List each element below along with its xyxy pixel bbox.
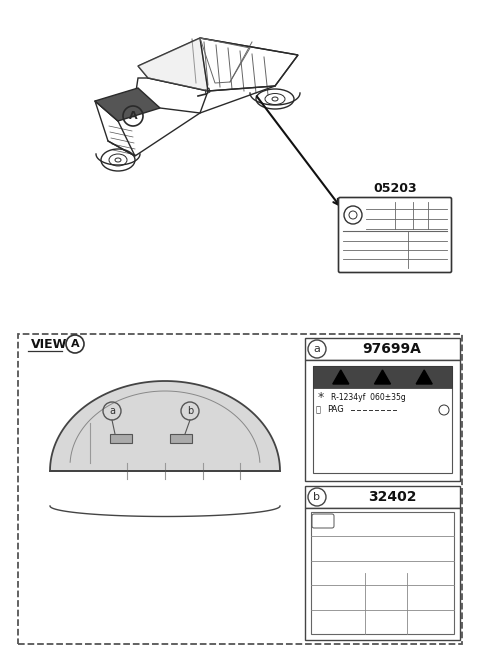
FancyBboxPatch shape: [110, 434, 132, 443]
Text: 32402: 32402: [368, 490, 416, 504]
Text: 97699A: 97699A: [362, 342, 421, 356]
Text: A: A: [129, 111, 137, 121]
FancyBboxPatch shape: [312, 514, 334, 528]
Polygon shape: [333, 370, 349, 384]
Text: a: a: [313, 344, 321, 354]
Text: a: a: [109, 406, 115, 416]
FancyBboxPatch shape: [18, 334, 462, 644]
Text: A: A: [71, 339, 79, 349]
FancyBboxPatch shape: [305, 338, 460, 360]
Text: VIEW: VIEW: [31, 337, 67, 350]
FancyBboxPatch shape: [313, 366, 452, 473]
FancyBboxPatch shape: [311, 512, 454, 634]
Text: ⛏: ⛏: [315, 405, 321, 415]
FancyBboxPatch shape: [305, 508, 460, 640]
Polygon shape: [50, 381, 280, 471]
Text: PAG: PAG: [327, 405, 344, 415]
Polygon shape: [374, 370, 391, 384]
FancyBboxPatch shape: [170, 434, 192, 443]
FancyBboxPatch shape: [313, 366, 452, 388]
Text: *: *: [318, 392, 324, 405]
Polygon shape: [138, 38, 208, 91]
Polygon shape: [416, 370, 432, 384]
FancyBboxPatch shape: [305, 486, 460, 508]
FancyBboxPatch shape: [338, 197, 452, 272]
FancyBboxPatch shape: [305, 360, 460, 481]
Text: b: b: [313, 492, 321, 502]
Polygon shape: [95, 88, 160, 121]
Text: R-1234yf  060±35g: R-1234yf 060±35g: [331, 394, 406, 403]
Text: b: b: [187, 406, 193, 416]
Text: 05203: 05203: [373, 182, 417, 195]
